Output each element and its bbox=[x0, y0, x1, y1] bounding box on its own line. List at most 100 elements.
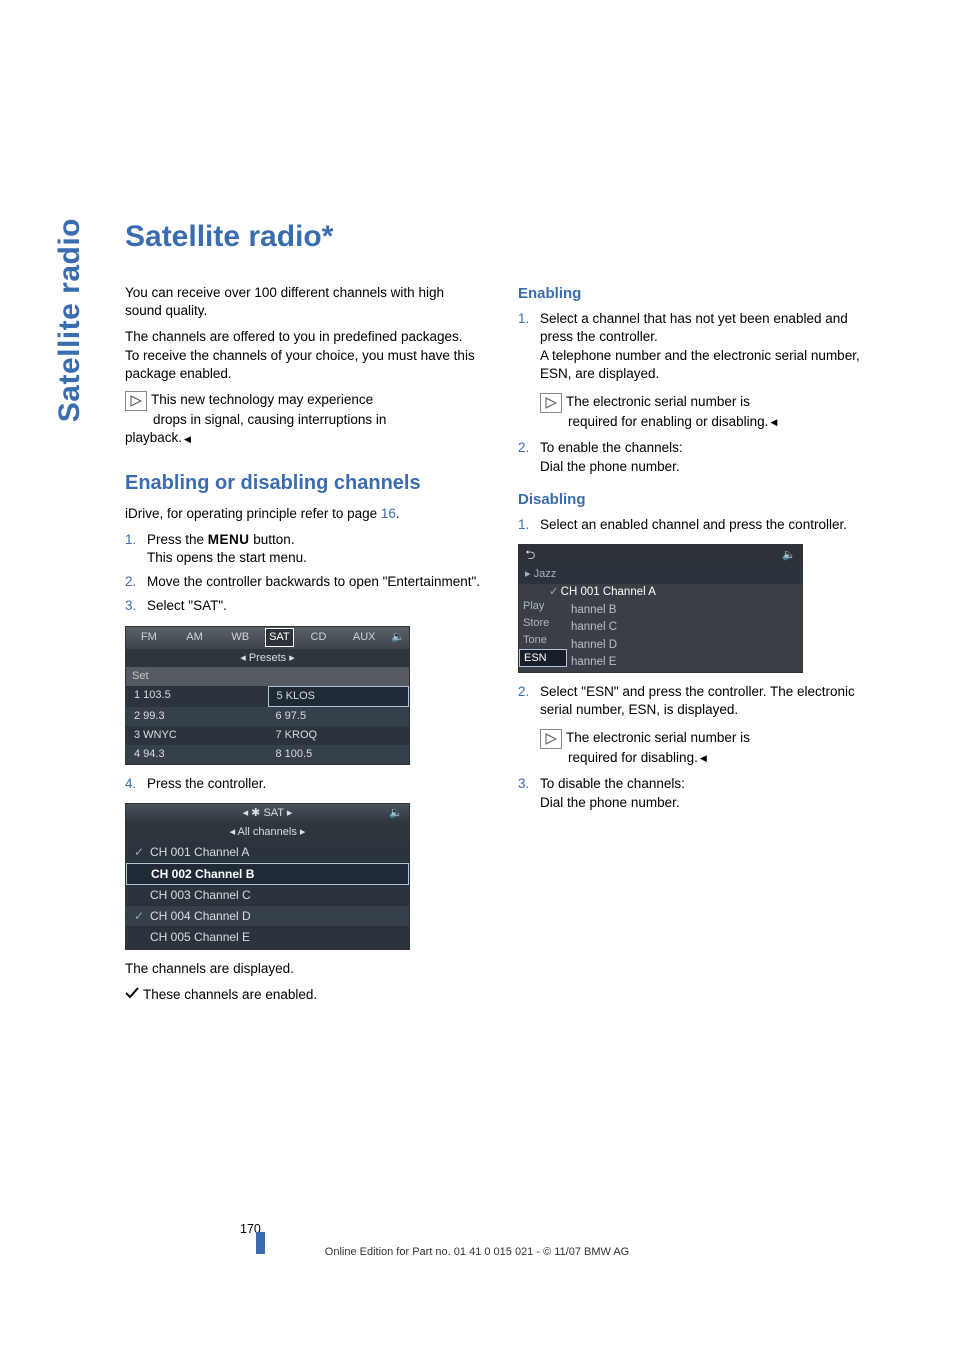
t: CH 001 Channel A bbox=[150, 845, 249, 859]
preset: 6 97.5 bbox=[268, 707, 410, 726]
step-num: 1. bbox=[125, 531, 147, 567]
screenshot-radio-presets: FM AM WB SAT CD AUX 🔈 ◂ Presets ▸ Set 1 … bbox=[125, 626, 410, 765]
ch-row: ✓CH 004 Channel D bbox=[126, 906, 409, 927]
step-num: 1. bbox=[518, 310, 540, 383]
channels-displayed-text: The channels are displayed. bbox=[125, 960, 480, 978]
note-icon bbox=[540, 729, 562, 749]
menu-word: MENU bbox=[208, 532, 250, 547]
ch-row: ✓CH 001 Channel A bbox=[126, 842, 409, 863]
en-step-2: 2. To enable the channels: Dial the phon… bbox=[518, 439, 873, 475]
note-line-1: This new technology may experience bbox=[151, 392, 373, 407]
screenshot-esn-menu: ⮌ 🔈 ▸ Jazz ✓CH 001 Channel A hannel B ha… bbox=[518, 544, 803, 672]
step-text: Select "SAT". bbox=[147, 597, 480, 615]
step-3: 3. Select "SAT". bbox=[125, 597, 480, 615]
t: CH 001 Channel A bbox=[561, 586, 656, 598]
check-icon: ✓ bbox=[134, 844, 148, 860]
speaker-icon: 🔈 bbox=[387, 630, 409, 645]
menu-esn: ESN bbox=[519, 649, 567, 668]
note-esn-enable: The electronic serial number is required… bbox=[540, 393, 873, 431]
step-num: 4. bbox=[125, 775, 147, 793]
step-text: To enable the channels: Dial the phone n… bbox=[540, 439, 873, 475]
en-step-1: 1. Select a channel that has not yet bee… bbox=[518, 310, 873, 383]
note-icon bbox=[125, 391, 147, 411]
step-4: 4. Press the controller. bbox=[125, 775, 480, 793]
step-text: Press the controller. bbox=[147, 775, 480, 793]
step-num: 2. bbox=[125, 573, 147, 591]
menu-store: Store bbox=[519, 615, 567, 632]
disabling-steps-1: 1. Select an enabled channel and press t… bbox=[518, 516, 873, 534]
tab-wb: WB bbox=[217, 630, 263, 645]
tab-sat: SAT bbox=[265, 628, 294, 647]
preset: 7 KROQ bbox=[268, 726, 410, 745]
t: Dial the phone number. bbox=[540, 459, 680, 474]
preset: 5 KLOS bbox=[268, 686, 410, 707]
step-text: To disable the channels: Dial the phone … bbox=[540, 775, 873, 811]
t: Select a channel that has not yet been e… bbox=[540, 311, 848, 344]
t: These channels are enabled. bbox=[143, 987, 317, 1002]
t: A telephone number and the electronic se… bbox=[540, 348, 860, 381]
heading-disabling: Disabling bbox=[518, 490, 873, 510]
left-column: You can receive over 100 different chann… bbox=[125, 284, 480, 1012]
preset: 3 WNYC bbox=[126, 726, 268, 745]
check-icon bbox=[134, 887, 148, 903]
disabling-steps-2: 2. Select "ESN" and press the controller… bbox=[518, 683, 873, 719]
side-tab: Satellite radio bbox=[53, 218, 87, 422]
t: CH 003 Channel C bbox=[150, 888, 251, 902]
ss-topbar: ⮌ 🔈 bbox=[519, 545, 802, 565]
note-esn-disable: The electronic serial number is required… bbox=[540, 729, 873, 767]
heading-enabling: Enabling bbox=[518, 284, 873, 304]
check-icon bbox=[125, 986, 139, 1004]
enabling-steps-2: 2. To enable the channels: Dial the phon… bbox=[518, 439, 873, 475]
right-column: Enabling 1. Select a channel that has no… bbox=[518, 284, 873, 1012]
ss-sidemenu: Play Store Tone ESN bbox=[519, 598, 567, 667]
t: To enable the channels: bbox=[540, 440, 683, 455]
note-line-1: The electronic serial number is bbox=[566, 394, 750, 409]
step-text: Move the controller backwards to open "E… bbox=[147, 573, 480, 591]
check-icon bbox=[135, 866, 149, 882]
screenshot-sat-channels: ◂ ✱ SAT ▸ 🔈 ◂ All channels ▸ ✓CH 001 Cha… bbox=[125, 803, 410, 950]
preset: 8 100.5 bbox=[268, 745, 410, 764]
t: CH 004 Channel D bbox=[150, 909, 251, 923]
content-columns: You can receive over 100 different chann… bbox=[125, 284, 894, 1012]
speaker-icon: 🔈 bbox=[782, 548, 796, 563]
ss-presets: 1 103.5 5 KLOS 2 99.3 6 97.5 3 WNYC 7 KR… bbox=[126, 686, 409, 763]
preset: 4 94.3 bbox=[126, 745, 268, 764]
intro-paragraph-1: You can receive over 100 different chann… bbox=[125, 284, 480, 320]
speaker-icon: 🔈 bbox=[389, 806, 403, 821]
note-line-2: required for enabling or disabling. bbox=[568, 413, 873, 431]
t: To disable the channels: bbox=[540, 776, 685, 791]
step-text: Press the MENU button. This opens the st… bbox=[147, 531, 480, 567]
ch-row: CH 005 Channel E bbox=[126, 927, 409, 948]
dis-step-1: 1. Select an enabled channel and press t… bbox=[518, 516, 873, 534]
ss-sub: ◂ All channels ▸ bbox=[126, 823, 409, 842]
steps-list-1: 1. Press the MENU button. This opens the… bbox=[125, 531, 480, 616]
back-icon: ⮌ bbox=[525, 546, 535, 564]
steps-list-1b: 4. Press the controller. bbox=[125, 775, 480, 793]
ss-subhead: ◂ Presets ▸ bbox=[126, 649, 409, 668]
page-ref-16[interactable]: 16 bbox=[381, 506, 396, 521]
ss-top: ◂ ✱ SAT ▸ 🔈 bbox=[126, 804, 409, 823]
idrive-ref: iDrive, for operating principle refer to… bbox=[125, 505, 480, 523]
ss-category: ▸ Jazz bbox=[519, 565, 802, 584]
enabling-steps: 1. Select a channel that has not yet bee… bbox=[518, 310, 873, 383]
idrive-ref-a: iDrive, for operating principle refer to… bbox=[125, 506, 381, 521]
step-text: Select an enabled channel and press the … bbox=[540, 516, 873, 534]
note-playback: This new technology may experience drops… bbox=[125, 391, 480, 447]
ch-row-selected: CH 002 Channel B bbox=[126, 863, 409, 885]
t: This opens the start menu. bbox=[147, 550, 307, 565]
ss-set-row: Set bbox=[126, 667, 409, 686]
note-line-1: The electronic serial number is bbox=[566, 730, 750, 745]
step-num: 2. bbox=[518, 439, 540, 475]
preset: 2 99.3 bbox=[126, 707, 268, 726]
t: CH 002 Channel B bbox=[151, 867, 254, 881]
menu-tone: Tone bbox=[519, 632, 567, 649]
note-line-3: playback. bbox=[125, 430, 191, 445]
channels-enabled-text: These channels are enabled. bbox=[125, 986, 480, 1005]
step-text: Select a channel that has not yet been e… bbox=[540, 310, 873, 383]
t: button. bbox=[250, 532, 295, 547]
disabling-steps-3: 3. To disable the channels: Dial the pho… bbox=[518, 775, 873, 811]
note-line-2: required for disabling. bbox=[568, 749, 873, 767]
step-text: Select "ESN" and press the controller. T… bbox=[540, 683, 873, 719]
intro-paragraph-2: The channels are offered to you in prede… bbox=[125, 328, 480, 383]
check-icon: ✓ bbox=[134, 908, 148, 924]
